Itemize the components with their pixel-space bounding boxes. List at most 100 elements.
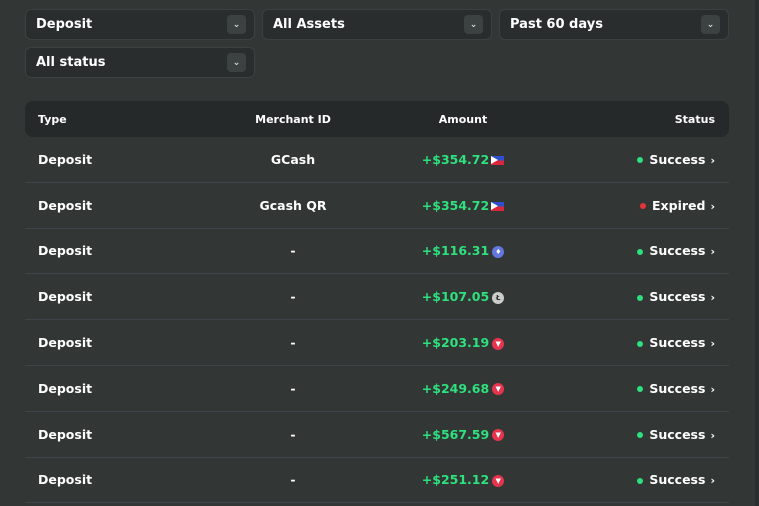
row-merchant: Gcash QR xyxy=(259,197,327,213)
date-filter-select[interactable]: Past 60 days ⌄ xyxy=(499,9,729,40)
chevron-right-icon[interactable]: › xyxy=(710,291,715,305)
row-amount-cell: +$107.05 Ł xyxy=(381,289,545,304)
trx-coin-icon: ▼ xyxy=(492,474,505,487)
row-status: Success xyxy=(649,335,706,351)
row-amount: +$116.31 xyxy=(421,243,490,259)
row-merchant: - xyxy=(290,243,296,259)
table-row[interactable]: Deposit - +$203.19 ▼ Success › xyxy=(25,320,729,366)
date-filter-value: Past 60 days xyxy=(510,17,603,32)
status-dot-icon xyxy=(637,340,644,347)
row-merchant: - xyxy=(290,426,296,442)
chevron-down-icon[interactable]: ⌄ xyxy=(227,53,246,72)
asset-filter-select[interactable]: All Assets ⌄ xyxy=(262,9,492,40)
row-amount-cell: +$249.68 ▼ xyxy=(381,381,545,396)
chevron-right-icon[interactable]: › xyxy=(710,245,715,259)
table-row[interactable]: Deposit - +$251.12 ▼ Success › xyxy=(25,458,729,504)
row-type: Deposit xyxy=(38,289,93,305)
row-amount-cell: +$251.12 ▼ xyxy=(381,472,545,487)
row-amount-cell: +$354.72 xyxy=(381,152,545,167)
row-status: Success xyxy=(649,472,706,488)
status-dot-icon xyxy=(637,386,644,393)
row-type: Deposit xyxy=(38,243,93,259)
row-status-cell[interactable]: Success › xyxy=(545,152,729,167)
row-amount-cell: +$116.31 ♦ xyxy=(381,243,545,258)
table-row[interactable]: Deposit GCash +$354.72 Success › xyxy=(25,137,729,183)
scrollbar[interactable] xyxy=(755,0,759,506)
row-status-cell[interactable]: Success › xyxy=(545,335,729,350)
eth-coin-icon: ♦ xyxy=(492,245,505,258)
chevron-right-icon[interactable]: › xyxy=(710,153,715,167)
row-status: Success xyxy=(649,380,706,396)
row-status: Success xyxy=(649,243,706,259)
status-dot-icon xyxy=(637,248,644,255)
ph-flag-icon xyxy=(491,201,505,211)
chevron-right-icon[interactable]: › xyxy=(710,199,715,213)
table-row[interactable]: Deposit - +$567.59 ▼ Success › xyxy=(25,412,729,458)
row-merchant: GCash xyxy=(270,151,316,167)
filters: Deposit ⌄ All Assets ⌄ Past 60 days ⌄ All s… xyxy=(25,9,729,78)
chevron-right-icon[interactable]: › xyxy=(710,337,715,351)
row-status-cell[interactable]: Success › xyxy=(545,472,729,487)
type-filter-value: Deposit xyxy=(36,17,93,32)
header-merchant-id: Merchant ID xyxy=(255,112,331,126)
row-amount: +$354.72 xyxy=(421,197,490,213)
row-merchant: - xyxy=(290,289,296,305)
row-status-cell[interactable]: Success › xyxy=(545,243,729,258)
chevron-down-icon[interactable]: ⌄ xyxy=(701,15,720,34)
row-type: Deposit xyxy=(38,335,93,351)
row-status-cell[interactable]: Success › xyxy=(545,289,729,304)
table-row[interactable]: Deposit - +$107.05 Ł Success › xyxy=(25,274,729,321)
status-dot-icon xyxy=(637,294,644,301)
row-merchant: - xyxy=(290,380,296,396)
status-dot-icon xyxy=(637,432,644,439)
asset-filter-value: All Assets xyxy=(273,17,345,32)
row-amount: +$251.12 xyxy=(421,472,490,488)
row-merchant: - xyxy=(290,335,296,351)
trx-coin-icon: ▼ xyxy=(492,383,505,396)
row-amount: +$567.59 xyxy=(421,426,490,442)
trx-coin-icon: ▼ xyxy=(492,429,505,442)
row-amount: +$249.68 xyxy=(421,380,490,396)
chevron-right-icon[interactable]: › xyxy=(710,428,715,442)
chevron-right-icon[interactable]: › xyxy=(710,382,715,396)
row-amount-cell: +$203.19 ▼ xyxy=(381,335,545,350)
table-header: Type Merchant ID Amount Status xyxy=(25,101,729,137)
row-status-cell[interactable]: Success › xyxy=(545,381,729,396)
row-type: Deposit xyxy=(38,151,93,167)
row-amount-cell: +$354.72 xyxy=(381,198,545,213)
header-amount: Amount xyxy=(438,112,488,126)
row-amount: +$354.72 xyxy=(421,151,490,167)
trx-coin-icon: ▼ xyxy=(492,337,505,350)
row-status: Expired xyxy=(652,197,706,213)
status-filter-select[interactable]: All status ⌄ xyxy=(25,47,255,78)
ph-flag-icon xyxy=(491,155,505,165)
row-merchant: - xyxy=(290,472,296,488)
status-dot-icon xyxy=(640,203,647,210)
row-status: Success xyxy=(649,426,706,442)
table-row[interactable]: Deposit - +$249.68 ▼ Success › xyxy=(25,366,729,412)
transactions-table: Type Merchant ID Amount Status Deposit G… xyxy=(25,101,729,504)
type-filter-select[interactable]: Deposit ⌄ xyxy=(25,9,255,40)
row-type: Deposit xyxy=(38,380,93,396)
row-type: Deposit xyxy=(38,197,93,213)
chevron-right-icon[interactable]: › xyxy=(710,474,715,488)
table-row[interactable]: Deposit - +$116.31 ♦ Success › xyxy=(25,229,729,275)
row-amount: +$107.05 xyxy=(421,289,490,305)
ltc-coin-icon: Ł xyxy=(492,291,505,304)
row-amount: +$203.19 xyxy=(421,335,490,351)
status-dot-icon xyxy=(637,477,644,484)
table-row[interactable]: Deposit Gcash QR +$354.72 Expired › xyxy=(25,183,729,229)
status-filter-value: All status xyxy=(36,55,106,70)
chevron-down-icon[interactable]: ⌄ xyxy=(227,15,246,34)
chevron-down-icon[interactable]: ⌄ xyxy=(464,15,483,34)
row-amount-cell: +$567.59 ▼ xyxy=(381,427,545,442)
row-status: Success xyxy=(649,151,706,167)
row-status: Success xyxy=(649,289,706,305)
row-type: Deposit xyxy=(38,426,93,442)
row-status-cell[interactable]: Expired › xyxy=(545,198,729,213)
header-status: Status xyxy=(674,112,715,126)
status-dot-icon xyxy=(637,157,644,164)
row-status-cell[interactable]: Success › xyxy=(545,427,729,442)
header-type: Type xyxy=(38,112,67,126)
row-type: Deposit xyxy=(38,472,93,488)
